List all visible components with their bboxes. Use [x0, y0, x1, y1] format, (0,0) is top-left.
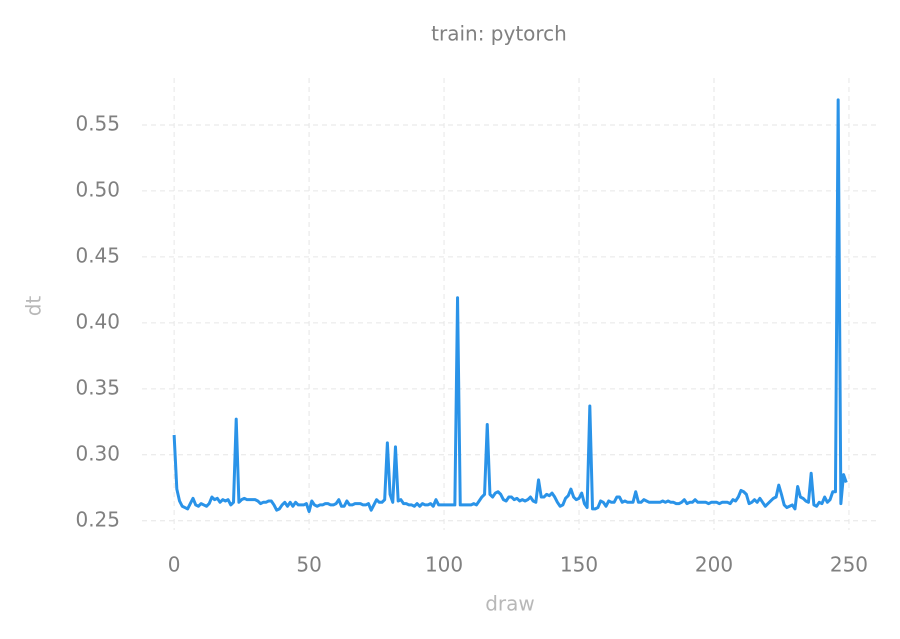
y-tick-label: 0.25	[75, 507, 120, 531]
x-axis-label: draw	[485, 592, 535, 616]
x-tick-label: 50	[296, 553, 321, 577]
x-tick-label: 150	[560, 553, 598, 577]
y-tick-label: 0.30	[75, 441, 120, 465]
y-tick-label: 0.50	[75, 177, 120, 201]
x-tick-label: 200	[695, 553, 733, 577]
y-tick-label: 0.40	[75, 309, 120, 333]
x-tick-label: 250	[830, 553, 868, 577]
line-series	[172, 98, 848, 514]
x-tick-label: 0	[168, 553, 181, 577]
chart-title: train: pytorch	[431, 22, 567, 46]
y-axis-label: dt	[22, 296, 46, 317]
y-tick-label: 0.35	[75, 375, 120, 399]
y-tick-label: 0.55	[75, 111, 120, 135]
x-tick-label: 100	[425, 553, 463, 577]
y-tick-label: 0.45	[75, 243, 120, 267]
